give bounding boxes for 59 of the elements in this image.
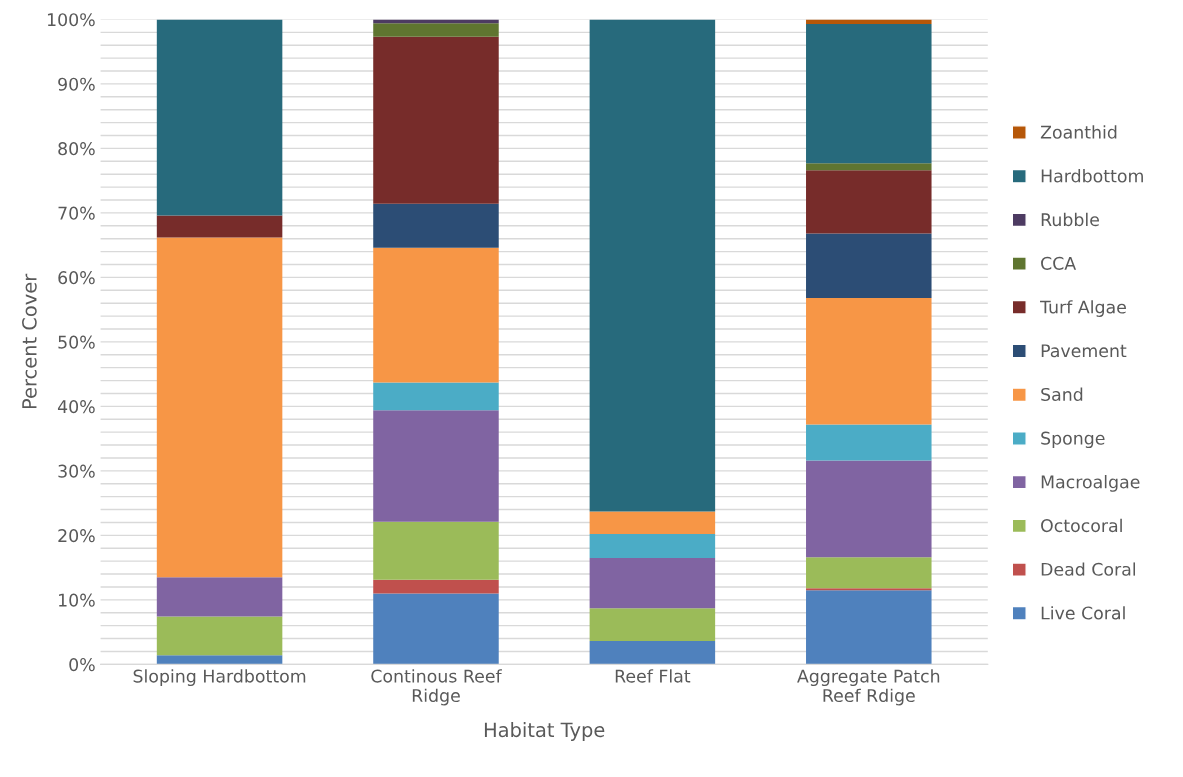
y-tick-label: 40% (57, 400, 95, 414)
bar (156, 616, 283, 656)
bar (373, 23, 499, 37)
bar (373, 36, 499, 204)
bar (806, 233, 932, 299)
y-tick-label: 100% (47, 13, 95, 27)
bar (589, 557, 716, 609)
legend-label: Octocoral (1041, 518, 1122, 533)
bar (156, 19, 283, 216)
y-tick-label: 50% (58, 335, 95, 349)
bar (373, 247, 499, 383)
bar (806, 557, 932, 589)
y-tick-label: 10% (59, 593, 95, 607)
y-axis-title: Percent Cover (22, 273, 37, 409)
legend-label: CCA (1041, 256, 1077, 270)
legend-label: Macroalgae (1041, 475, 1140, 492)
legend-label: Turf Algae (1040, 300, 1126, 317)
bar (806, 23, 932, 164)
y-tick-label: 80% (58, 142, 95, 156)
x-axis-title: Habitat Type (484, 722, 605, 741)
y-tick-label: 0% (69, 658, 95, 672)
bar (156, 237, 283, 578)
x-tick-label: Reef Flat (615, 669, 691, 683)
bar (806, 460, 932, 558)
bar (589, 534, 716, 558)
x-tick-label: Aggregate Patch Reef Rdige (797, 669, 940, 706)
bar (156, 215, 283, 238)
legend-label: Zoanthid (1040, 125, 1117, 139)
legend-label: Sand (1041, 387, 1083, 402)
y-tick-label: 30% (58, 464, 95, 478)
x-tick-label: Sloping Hardbottom (133, 669, 306, 686)
bar (589, 641, 716, 665)
y-tick-label: 70% (58, 206, 95, 220)
bar (373, 521, 499, 580)
bar (156, 577, 283, 617)
bar (806, 590, 932, 665)
legend-label: Sponge (1041, 431, 1105, 449)
legend-label: Pavement (1041, 344, 1127, 358)
x-tick-label: Continous Reef Ridge (371, 669, 502, 706)
legend-label: Hardbottom (1041, 169, 1143, 183)
bar (373, 593, 499, 665)
bar (373, 203, 499, 248)
bar (156, 655, 283, 665)
bar (589, 19, 716, 512)
legend-label: Live Coral (1041, 606, 1125, 620)
bar (806, 170, 932, 234)
y-tick-label: 20% (58, 529, 95, 543)
legend-label: Rubble (1041, 212, 1099, 227)
bar (806, 163, 932, 171)
bar (806, 424, 932, 461)
bar (806, 298, 932, 425)
bar (373, 382, 499, 411)
bar (373, 410, 499, 522)
y-tick-label: 60% (58, 271, 95, 285)
bar (589, 608, 716, 642)
legend-label: Dead Coral (1041, 562, 1136, 576)
bar (589, 511, 716, 535)
bar (373, 579, 499, 594)
y-tick-label: 90% (58, 77, 95, 91)
